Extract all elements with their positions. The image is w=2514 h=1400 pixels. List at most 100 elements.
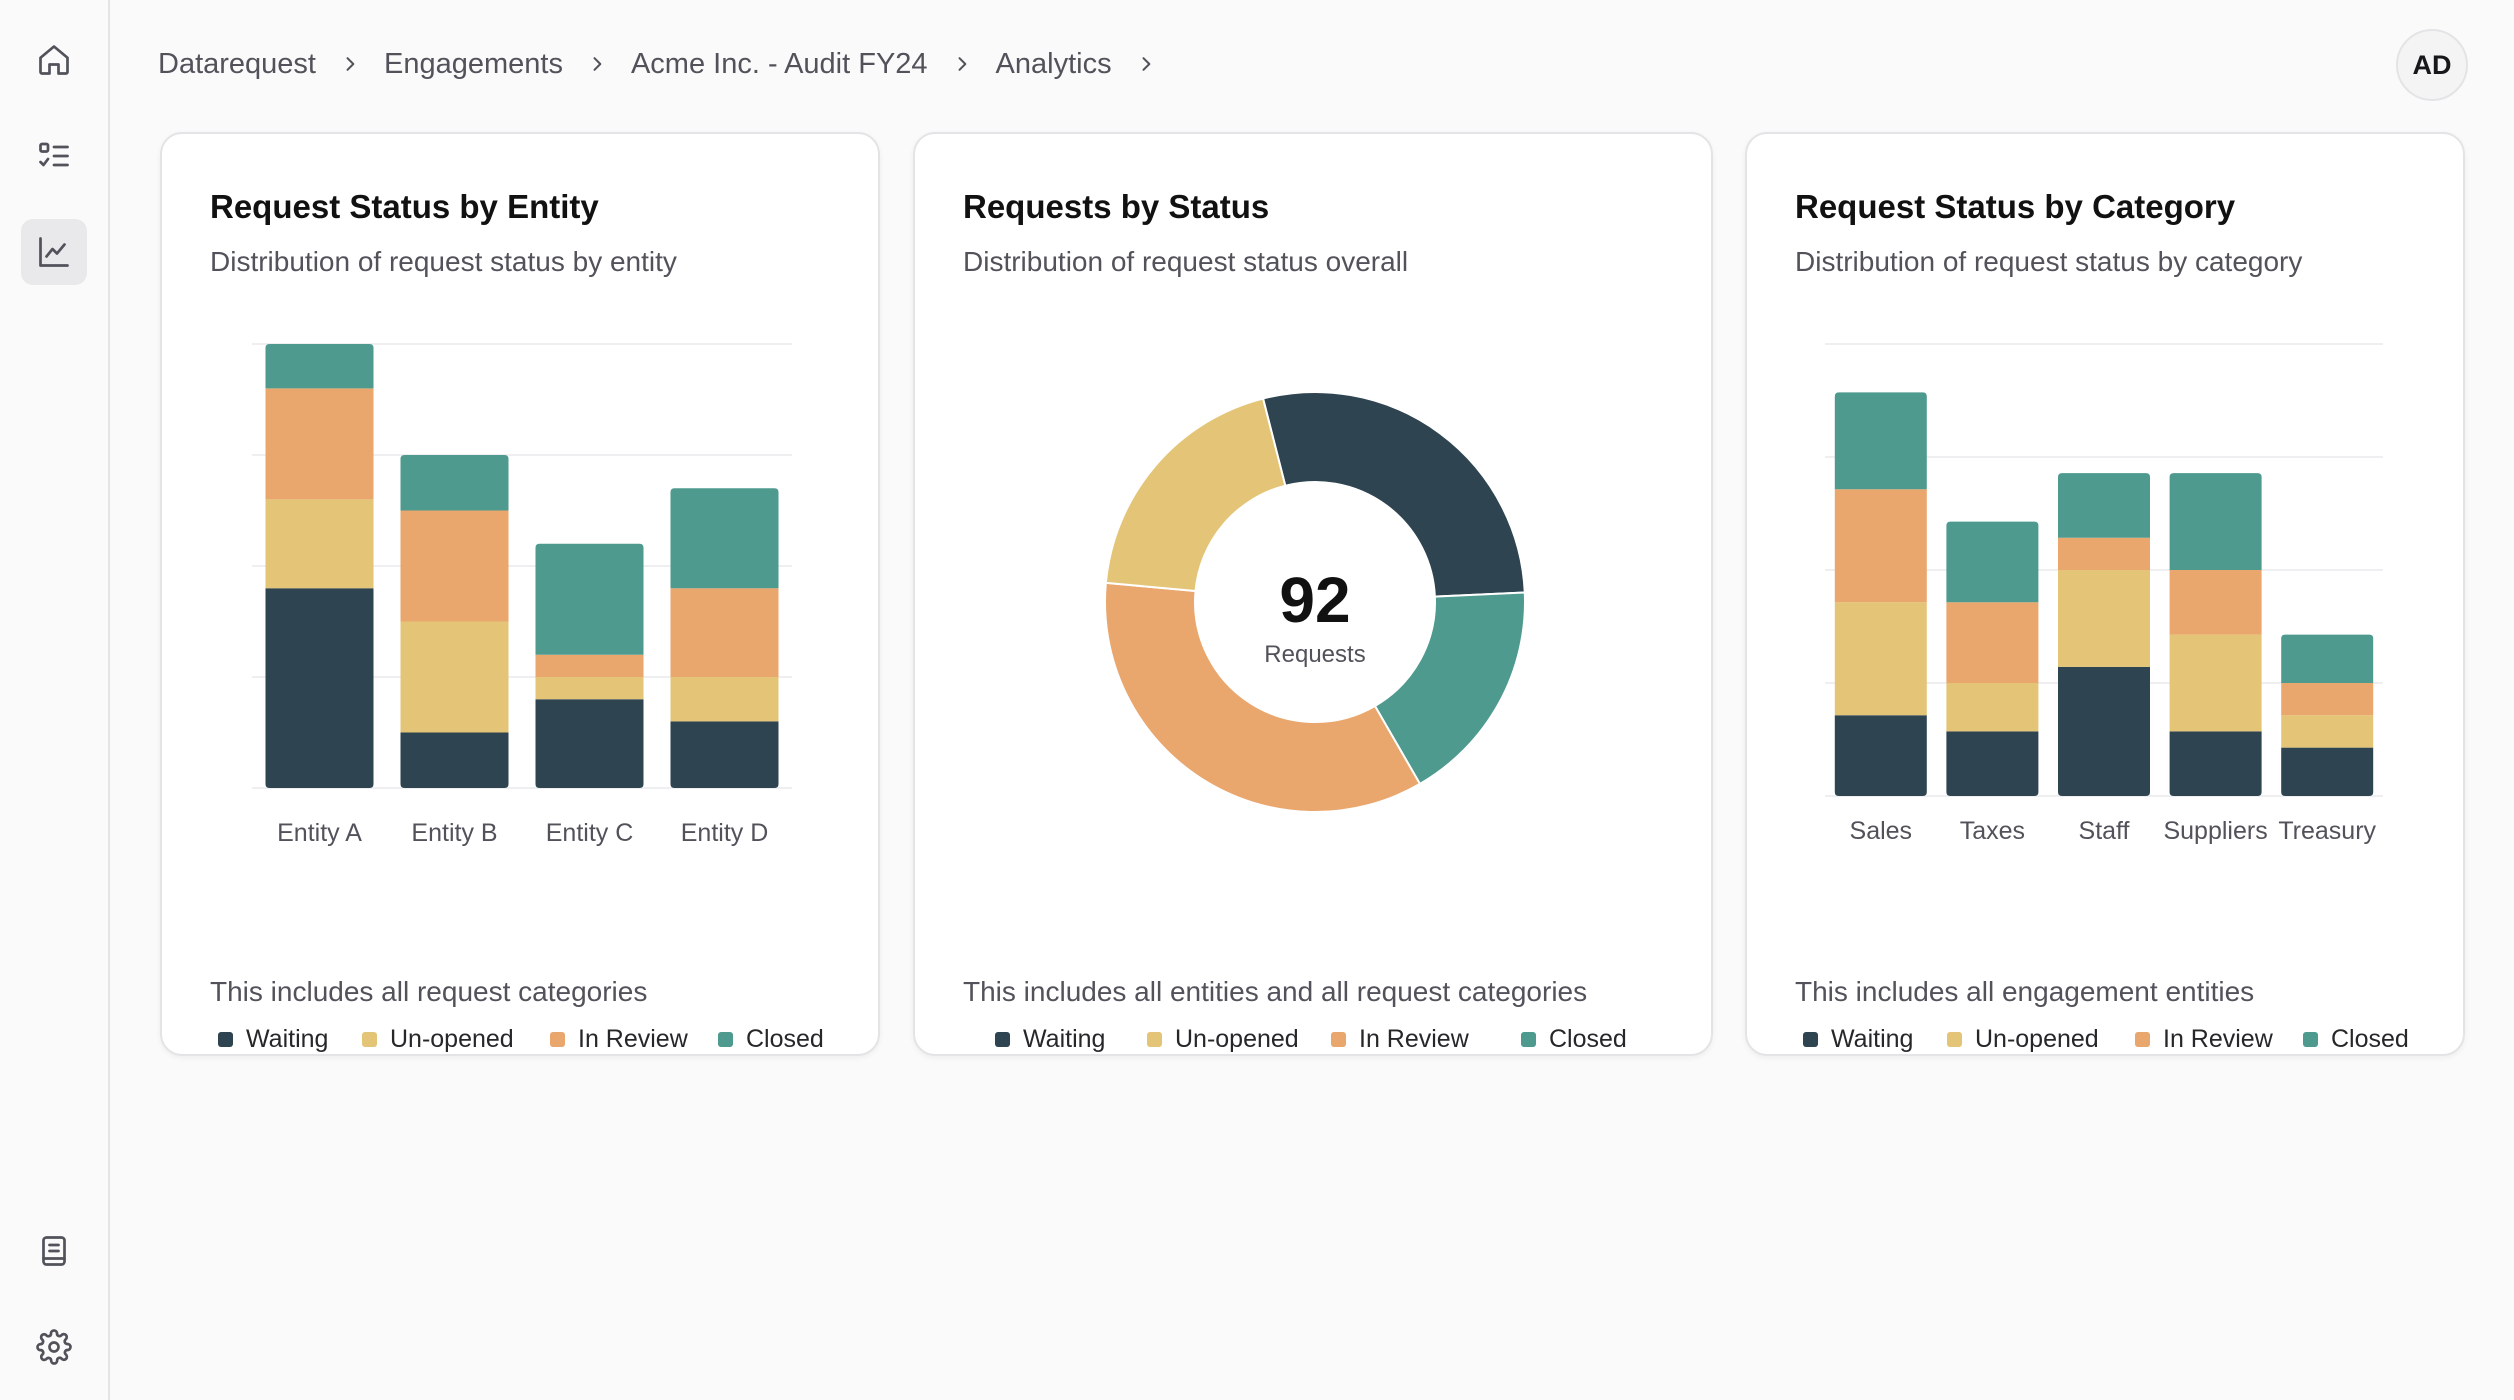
legend-label: Closed	[746, 1024, 824, 1053]
legend-label: Un-opened	[1175, 1024, 1299, 1053]
card-status-by-entity: Request Status by Entity Distribution of…	[160, 132, 880, 1056]
legend-swatch	[1147, 1031, 1162, 1047]
legend-label: Waiting	[246, 1024, 329, 1053]
breadcrumb-engagements[interactable]: Engagements	[384, 47, 563, 80]
sidebar	[0, 0, 110, 1400]
legend-item-waiting[interactable]: Waiting	[995, 1025, 1105, 1054]
bar-taxes-closed[interactable]	[1946, 521, 2039, 603]
nav-requests[interactable]	[21, 123, 87, 189]
bar-staff-waiting[interactable]	[2058, 666, 2150, 796]
card-title: Requests by Status	[963, 188, 1270, 225]
bar-sales-waiting[interactable]	[1834, 715, 1927, 796]
bar-taxes-un-opened[interactable]	[1946, 683, 2039, 732]
card-footer: This includes all engagement entities	[1795, 976, 2255, 1007]
legend-item-un-opened[interactable]: Un-opened	[1147, 1025, 1299, 1054]
bar-entity-a-un-opened[interactable]	[265, 499, 374, 589]
bar-taxes-waiting[interactable]	[1946, 731, 2039, 796]
card-subtitle: Distribution of request status by catego…	[1795, 246, 2303, 277]
donut-slice-waiting[interactable]	[1261, 391, 1526, 598]
legend-item-in-review[interactable]: In Review	[550, 1025, 688, 1054]
x-tick-label-entity-d: Entity D	[681, 819, 769, 847]
bar-entity-b-closed[interactable]	[400, 455, 509, 511]
legend-item-in-review[interactable]: In Review	[1331, 1025, 1469, 1054]
bar-staff-closed[interactable]	[2058, 473, 2150, 538]
card-footer: This includes all request categories	[210, 976, 648, 1007]
legend-swatch	[362, 1031, 377, 1047]
bar-entity-a-closed[interactable]	[265, 344, 374, 389]
x-tick-label-staff: Staff	[2079, 817, 2130, 845]
bar-entity-b-waiting[interactable]	[400, 732, 509, 789]
x-tick-label-suppliers: Suppliers	[2163, 817, 2267, 845]
bar-entity-d-un-opened[interactable]	[670, 677, 779, 722]
legend-item-closed[interactable]: Closed	[718, 1025, 824, 1054]
breadcrumb-datarequest[interactable]: Datarequest	[158, 47, 316, 80]
breadcrumb-analytics[interactable]: Analytics	[995, 47, 1112, 80]
bar-entity-b-un-opened[interactable]	[400, 621, 509, 733]
bar-treasury-in-review[interactable]	[2281, 683, 2374, 716]
bar-entity-d-in-review[interactable]	[670, 588, 779, 677]
bar-entity-d-closed[interactable]	[670, 488, 779, 589]
bar-suppliers-waiting[interactable]	[2169, 731, 2262, 796]
nav-docs[interactable]	[21, 1218, 87, 1284]
bar-entity-c-closed[interactable]	[535, 543, 644, 655]
bar-entity-b-in-review[interactable]	[400, 510, 509, 622]
status-donut-chart: 92 Requests	[1104, 391, 1526, 813]
bar-entity-a-waiting[interactable]	[265, 588, 374, 788]
legend-item-un-opened[interactable]: Un-opened	[362, 1025, 514, 1054]
legend-swatch	[1803, 1031, 1818, 1047]
chevron-right-icon	[1112, 54, 1180, 74]
entity-bar-chart: Entity A Entity B Entity C Entity D	[252, 343, 792, 847]
gear-icon	[36, 1329, 72, 1365]
bar-sales-un-opened[interactable]	[1834, 602, 1927, 716]
card-title: Request Status by Entity	[210, 188, 599, 225]
legend-label: Closed	[2331, 1024, 2409, 1053]
bar-sales-closed[interactable]	[1834, 392, 1927, 490]
legend-item-un-opened[interactable]: Un-opened	[1947, 1025, 2099, 1054]
nav-home[interactable]	[21, 27, 87, 93]
legend-swatch	[218, 1031, 233, 1047]
bar-treasury-closed[interactable]	[2281, 634, 2374, 683]
bar-entity-c-un-opened[interactable]	[535, 677, 644, 700]
bar-entity-d-waiting[interactable]	[670, 721, 779, 788]
legend-item-in-review[interactable]: In Review	[2135, 1025, 2273, 1054]
chart-icon	[39, 237, 69, 267]
bar-entity-a-in-review[interactable]	[265, 388, 374, 500]
legend-label: Waiting	[1023, 1024, 1106, 1053]
bar-taxes-in-review[interactable]	[1946, 602, 2039, 683]
donut-slice-in-review[interactable]	[1104, 581, 1422, 813]
bar-suppliers-un-opened[interactable]	[2169, 634, 2262, 732]
legend-item-closed[interactable]: Closed	[2303, 1025, 2409, 1054]
legend-swatch	[1331, 1031, 1346, 1047]
bar-staff-in-review[interactable]	[2058, 537, 2150, 570]
bar-staff-un-opened[interactable]	[2058, 570, 2150, 667]
legend-label: In Review	[1359, 1024, 1469, 1053]
legend-item-waiting[interactable]: Waiting	[218, 1025, 328, 1054]
nav-analytics[interactable]	[21, 219, 87, 285]
nav-settings[interactable]	[21, 1314, 87, 1380]
bar-suppliers-in-review[interactable]	[2169, 570, 2262, 635]
breadcrumb-engagement[interactable]: Acme Inc. - Audit FY24	[630, 47, 928, 80]
legend-label: Un-opened	[1975, 1024, 2099, 1053]
bar-entity-c-in-review[interactable]	[535, 654, 644, 677]
x-tick-label-treasury: Treasury	[2278, 817, 2376, 845]
legend-swatch	[2303, 1031, 2318, 1047]
bar-treasury-un-opened[interactable]	[2281, 715, 2374, 748]
chevron-right-icon	[928, 54, 996, 74]
x-tick-label-taxes: Taxes	[1960, 817, 2025, 845]
legend-item-waiting[interactable]: Waiting	[1803, 1025, 1913, 1054]
donut-slice-closed[interactable]	[1373, 591, 1526, 786]
bar-suppliers-closed[interactable]	[2169, 473, 2262, 570]
donut-slice-un-opened[interactable]	[1104, 397, 1287, 593]
donut-center-label: Requests	[1264, 641, 1365, 668]
card-subtitle: Distribution of request status overall	[963, 246, 1409, 277]
chevron-right-icon	[316, 54, 384, 74]
bar-entity-c-waiting[interactable]	[535, 699, 644, 788]
legend-item-closed[interactable]: Closed	[1521, 1025, 1627, 1054]
card-requests-by-status: Requests by Status Distribution of reque…	[913, 132, 1713, 1056]
avatar[interactable]: AD	[2396, 29, 2468, 101]
bar-treasury-waiting[interactable]	[2281, 747, 2374, 796]
donut-center-value: 92	[1279, 564, 1350, 636]
bar-sales-in-review[interactable]	[1834, 489, 1927, 603]
x-tick-label-entity-c: Entity C	[546, 819, 634, 847]
card-title: Request Status by Category	[1795, 188, 2236, 225]
